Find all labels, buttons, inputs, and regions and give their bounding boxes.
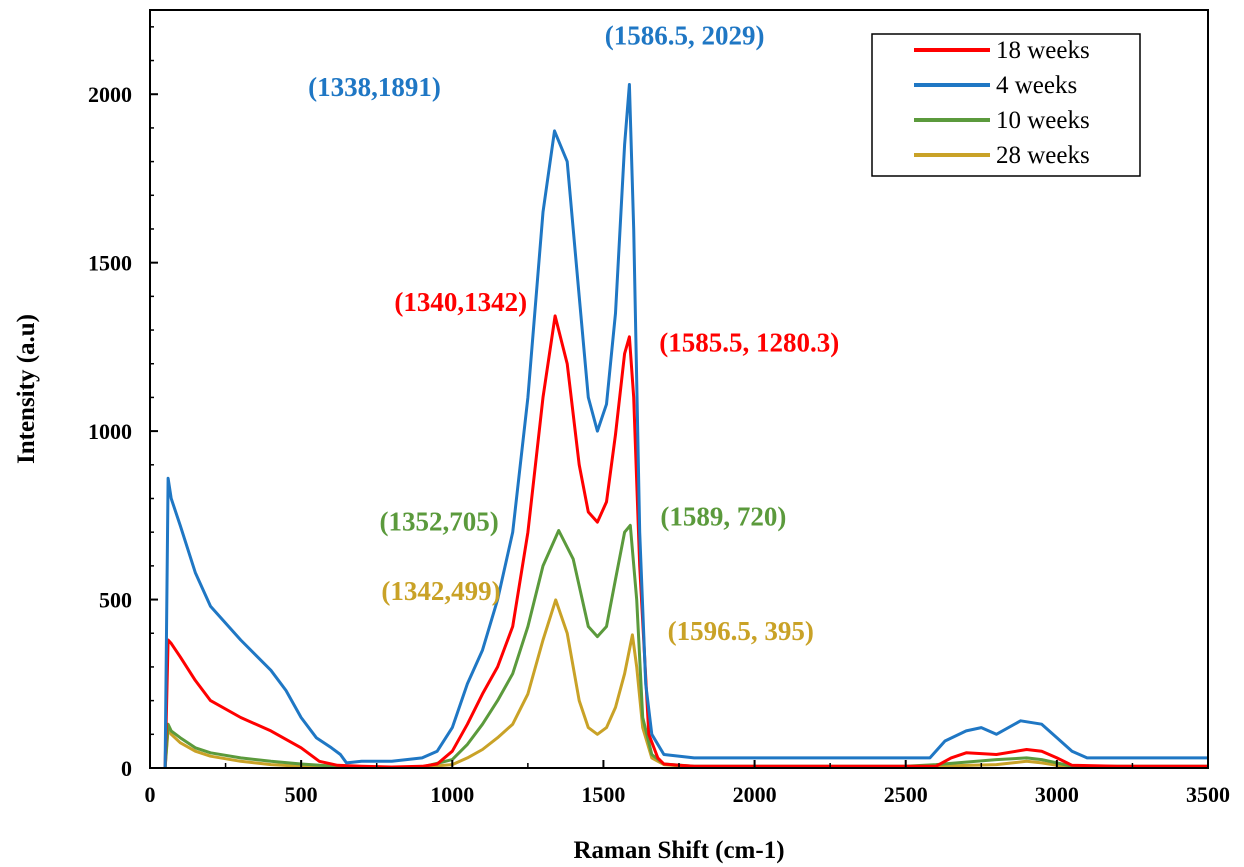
y-tick-label: 1000 xyxy=(88,419,132,444)
peak-annotation: (1585.5, 1280.3) xyxy=(659,328,839,358)
x-tick-label: 3500 xyxy=(1186,782,1230,807)
y-tick-label: 2000 xyxy=(88,82,132,107)
peak-annotation: (1596.5, 395) xyxy=(668,616,814,646)
ticks-layer: 0 500 1000 1500 2000 2500 3000 3500 0 500 1000 1500… xyxy=(88,26,1230,807)
legend-label: 4 weeks xyxy=(996,72,1077,99)
peak-annotation: (1352,705) xyxy=(379,506,498,536)
x-tick-label: 2000 xyxy=(733,782,777,807)
peak-annotation: (1340,1342) xyxy=(394,287,527,317)
x-tick-label: 500 xyxy=(285,782,318,807)
legend: 18 weeks 4 weeks 10 weeks 28 weeks xyxy=(871,33,1141,177)
series-line-18-weeks xyxy=(163,314,1208,769)
legend-label: 28 weeks xyxy=(996,142,1090,169)
peak-annotation: (1586.5, 2029) xyxy=(605,20,765,50)
series-layer xyxy=(163,83,1208,769)
x-tick-label: 1500 xyxy=(581,782,625,807)
x-axis-title: Raman Shift (cm-1) xyxy=(573,837,784,864)
legend-label: 10 weeks xyxy=(996,107,1090,134)
legend-box xyxy=(871,33,1141,177)
peak-annotation: (1342,499) xyxy=(381,576,500,606)
y-axis-title: Intensity (a.u) xyxy=(13,314,40,464)
x-tick-label: 3000 xyxy=(1035,782,1079,807)
y-tick-label: 500 xyxy=(99,588,132,613)
peak-annotation: (1589, 720) xyxy=(660,501,786,531)
x-tick-label: 0 xyxy=(145,782,156,807)
y-tick-label: 0 xyxy=(121,756,132,781)
legend-label: 18 weeks xyxy=(996,37,1090,64)
annotations-layer: (1586.5, 2029) (1338,1891) (1340,1342) (158… xyxy=(308,20,839,645)
series-line-4-weeks xyxy=(163,83,1208,769)
peak-annotation: (1338,1891) xyxy=(308,72,441,102)
x-tick-label: 1000 xyxy=(430,782,474,807)
y-tick-label: 1500 xyxy=(88,251,132,276)
x-tick-label: 2500 xyxy=(884,782,928,807)
